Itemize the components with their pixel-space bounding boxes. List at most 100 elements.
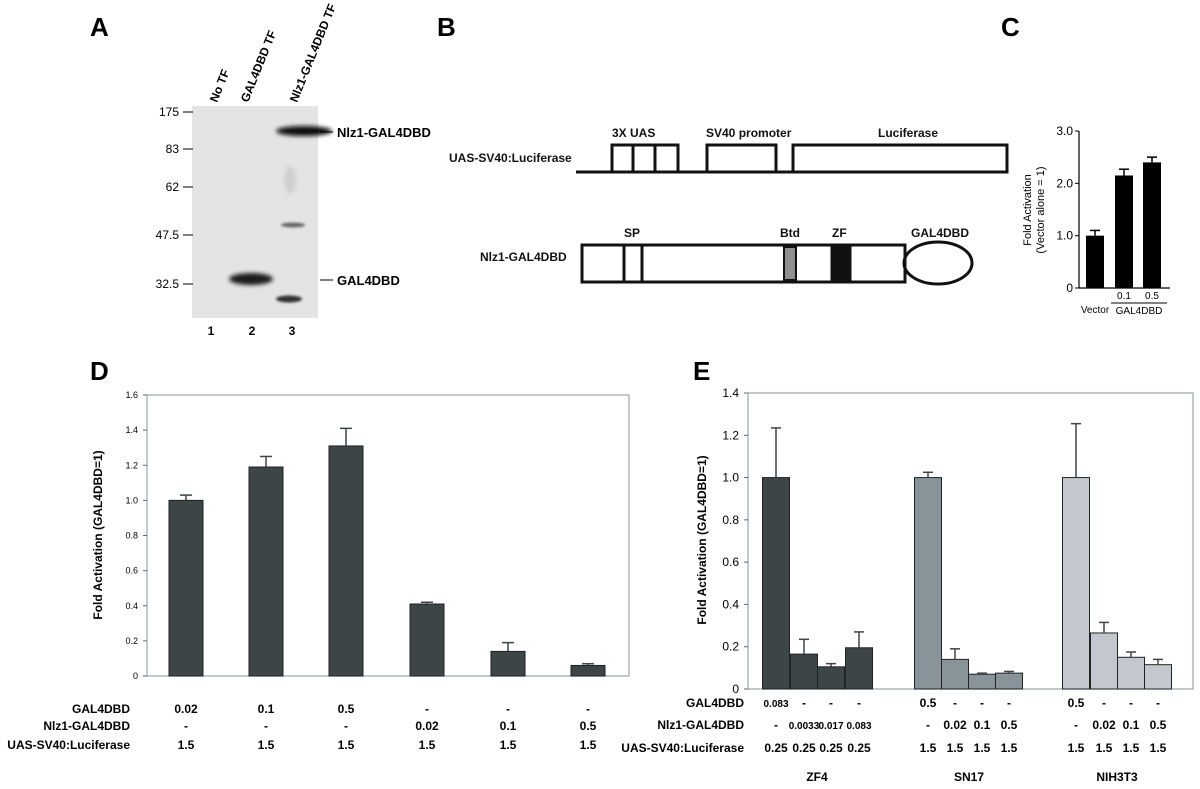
e-group-label: ZF4 bbox=[806, 770, 828, 784]
e-table-cell: 1.5 bbox=[1096, 741, 1113, 755]
marker-47-5: 47.5 bbox=[156, 228, 180, 242]
panel-label-a: A bbox=[90, 12, 109, 42]
e-table-cell: - bbox=[980, 696, 984, 710]
reporter-label: UAS-SV40:Luciferase bbox=[449, 151, 572, 165]
e-group-label: NIH3T3 bbox=[1096, 770, 1138, 784]
e-table-cell: - bbox=[802, 696, 806, 710]
lane-label-1: No TF bbox=[207, 67, 233, 104]
d-plot-frame bbox=[146, 394, 630, 677]
construct-diagram-panel: UAS-SV40:Luciferase 3X UAS SV40 promoter… bbox=[449, 126, 1009, 286]
e-table-cell: 1.5 bbox=[1001, 741, 1018, 755]
e-table-cell: 0.25 bbox=[764, 741, 788, 755]
d-y-tick-label: 1.0 bbox=[125, 495, 138, 505]
marker-83: 83 bbox=[166, 142, 180, 156]
e-table-cell: 0.02 bbox=[943, 718, 967, 732]
e-table-cell: 0.25 bbox=[819, 741, 843, 755]
e-bar bbox=[1062, 477, 1090, 690]
panel-label-c: C bbox=[1001, 12, 1020, 42]
c-y-tick-label: 1.0 bbox=[1056, 229, 1073, 243]
minor-band bbox=[281, 222, 305, 228]
e-table-cell: 0.083 bbox=[763, 699, 788, 710]
gal4dbd-label: GAL4DBD bbox=[911, 226, 969, 240]
e-bar bbox=[995, 672, 1023, 690]
western-blot-panel: No TF GAL4DBD TF Nlz1-GAL4DBD TF 175 83 … bbox=[156, 2, 431, 338]
lane-label-3: Nlz1-GAL4DBD TF bbox=[287, 2, 339, 104]
d-table-cell: 1.5 bbox=[580, 738, 597, 752]
c-y-axis-title: (Vector alone = 1) bbox=[1035, 166, 1047, 253]
e-table-cell: 0.1 bbox=[1123, 718, 1140, 732]
d-row-label: GAL4DBD bbox=[72, 702, 130, 716]
e-table-cell: 0.25 bbox=[792, 741, 816, 755]
d-row-label: UAS-SV40:Luciferase bbox=[7, 738, 130, 752]
c-bar bbox=[1143, 162, 1161, 288]
e-table-cell: 1.5 bbox=[947, 741, 964, 755]
e-y-tick-label: 0.4 bbox=[722, 597, 739, 611]
c-y-tick-label: 0 bbox=[1066, 281, 1073, 295]
e-table-cell: - bbox=[926, 718, 930, 732]
d-table-cell: 0.02 bbox=[415, 719, 439, 733]
luciferase-box bbox=[791, 143, 1009, 174]
degradation-band bbox=[276, 295, 302, 303]
c-y-axis-title: Fold Activation bbox=[1022, 174, 1034, 246]
d-table-cell: - bbox=[425, 702, 429, 716]
d-bar bbox=[328, 445, 364, 677]
e-bar bbox=[941, 658, 969, 690]
chart-e: 0 0.2 0.4 0.6 0.8 1.0 1.2 1.4 Fold Activation (G… bbox=[621, 386, 1194, 784]
e-group-label: SN17 bbox=[954, 770, 984, 784]
d-table-cell: 1.5 bbox=[419, 738, 436, 752]
e-table-cell: 1.5 bbox=[1150, 741, 1167, 755]
e-table-cell: 0.5 bbox=[1068, 696, 1085, 710]
c-group-label: GAL4DBD bbox=[1116, 306, 1163, 317]
e-y-tick-label: 1.4 bbox=[722, 386, 739, 400]
c-bar bbox=[1086, 235, 1104, 288]
panel-label-d: D bbox=[90, 356, 109, 386]
chart-c: 0 1.0 2.0 3.0 Vector 0.1 0.5 GAL4DBD Fold Activa… bbox=[1022, 124, 1170, 317]
sv40-label: SV40 promoter bbox=[706, 126, 792, 140]
e-table-cell: 0.5 bbox=[920, 696, 937, 710]
d-bar bbox=[409, 603, 445, 677]
d-y-tick-label: 1.2 bbox=[125, 460, 138, 470]
marker-62: 62 bbox=[166, 180, 180, 194]
nlz1-gal4dbd-band bbox=[276, 126, 332, 136]
btd-domain bbox=[783, 246, 797, 281]
panel-label-e: E bbox=[693, 356, 710, 386]
lane-label-2: GAL4DBD TF bbox=[238, 28, 279, 104]
e-bar bbox=[914, 477, 942, 690]
d-table-cell: - bbox=[506, 702, 510, 716]
blot-membrane bbox=[192, 106, 318, 318]
e-table-cell: - bbox=[774, 718, 778, 732]
e-bar bbox=[790, 653, 818, 690]
c-bar bbox=[1115, 175, 1133, 288]
e-row-label: UAS-SV40:Luciferase bbox=[621, 741, 744, 755]
e-table-cell: - bbox=[1102, 696, 1106, 710]
e-bar bbox=[762, 477, 790, 690]
lane-number-1: 1 bbox=[208, 324, 215, 338]
d-row-label: Nlz1-GAL4DBD bbox=[43, 719, 130, 733]
luciferase-label: Luciferase bbox=[878, 126, 938, 140]
e-table-cell: - bbox=[1074, 718, 1078, 732]
e-table-cell: 0.5 bbox=[1001, 718, 1018, 732]
sp-box bbox=[622, 243, 644, 284]
d-bar bbox=[168, 499, 204, 677]
e-plot-frame bbox=[747, 392, 1194, 690]
d-table-cell: - bbox=[264, 719, 268, 733]
e-y-tick-label: 0.6 bbox=[722, 555, 739, 569]
d-table-cell: 0.5 bbox=[338, 702, 355, 716]
d-table-cell: - bbox=[586, 702, 590, 716]
d-y-tick-label: 1.6 bbox=[125, 390, 138, 400]
sv40-promoter-box bbox=[705, 143, 778, 174]
d-table-cell: 0.5 bbox=[580, 719, 597, 733]
band-label-nlz1-gal4dbd: Nlz1-GAL4DBD bbox=[337, 125, 431, 140]
d-table-cell: 1.5 bbox=[500, 738, 517, 752]
zf-domain bbox=[830, 245, 852, 282]
lane-number-2: 2 bbox=[249, 324, 256, 338]
e-bar bbox=[1144, 664, 1172, 690]
e-row-label: GAL4DBD bbox=[686, 696, 744, 710]
nlz1-body-box bbox=[580, 243, 907, 284]
e-y-tick-label: 1.2 bbox=[722, 428, 739, 442]
d-table-cell: 1.5 bbox=[178, 738, 195, 752]
e-y-tick-label: 0.2 bbox=[722, 640, 739, 654]
gal4dbd-band bbox=[229, 273, 273, 285]
e-table-cell: 0.0033 bbox=[789, 721, 820, 732]
